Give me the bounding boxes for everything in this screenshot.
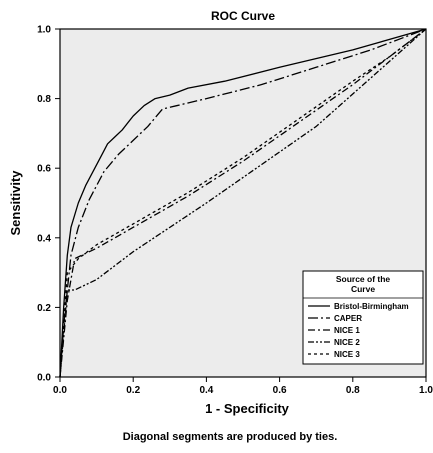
legend-label: Bristol-Birmingham (334, 302, 409, 311)
y-tick-label: 0.2 (37, 303, 51, 314)
series-line-nice-3 (59, 28, 427, 378)
legend: Source of the Curve Bristol-Birmingham CA… (302, 270, 424, 365)
y-axis-title: Sensitivity (8, 170, 23, 236)
series-line-nice-1 (59, 28, 427, 378)
y-tick-label: 0.0 (37, 373, 51, 384)
series-line-bristol-birmingham (59, 28, 427, 378)
series-line-nice-2 (59, 28, 427, 378)
series-line-caper (59, 28, 427, 378)
legend-title-line-2: Curve (351, 284, 375, 294)
x-tick-label: 0.8 (346, 385, 360, 396)
series-layer (59, 28, 427, 378)
ticks-layer: 0.0 0.2 0.4 0.6 0.8 1.0 0.0 0.2 0.4 0.6 0.8 1.0 (37, 25, 433, 397)
footnote: Diagonal segments are produced by ties. (123, 431, 338, 443)
x-tick-label: 0.4 (199, 385, 213, 396)
y-tick-label: 0.8 (37, 94, 51, 105)
x-tick-label: 0.2 (126, 385, 140, 396)
x-tick-label: 1.0 (419, 385, 433, 396)
legend-label: NICE 1 (334, 326, 360, 335)
plot-frame (59, 28, 427, 378)
x-tick-label: 0.0 (53, 385, 67, 396)
legend-title-line-1: Source of the (336, 274, 391, 284)
y-tick-label: 0.6 (37, 164, 51, 175)
y-tick-label: 1.0 (37, 25, 51, 36)
chart-title: ROC Curve (211, 9, 275, 23)
legend-label: NICE 2 (334, 338, 360, 347)
legend-label: NICE 3 (334, 350, 360, 359)
y-tick-label: 0.4 (37, 233, 51, 244)
x-tick-label: 0.6 (273, 385, 287, 396)
legend-items: Bristol-Birmingham CAPER NICE 1 NICE 2 NICE … (308, 302, 409, 359)
legend-label: CAPER (334, 314, 362, 323)
x-axis-title: 1 - Specificity (205, 401, 290, 416)
